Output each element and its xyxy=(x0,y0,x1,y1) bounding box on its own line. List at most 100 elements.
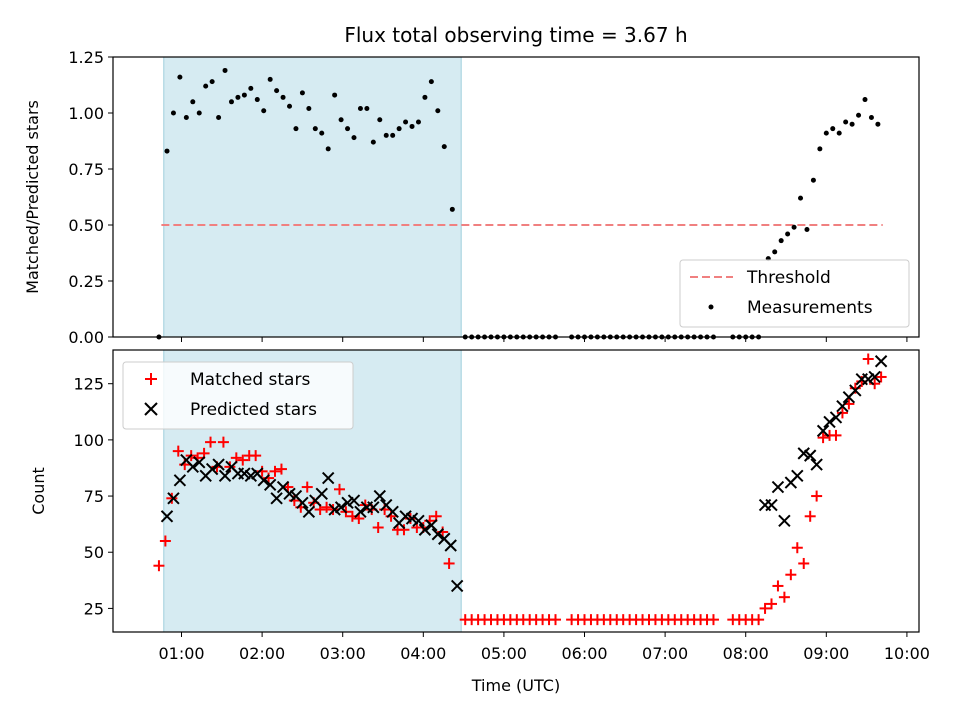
measurement-point xyxy=(306,106,312,112)
measurement-point xyxy=(403,119,409,125)
matched-star-point xyxy=(817,432,829,444)
matched-star-point xyxy=(849,382,861,394)
measurement-point xyxy=(370,139,376,145)
measurement-point xyxy=(817,146,823,152)
matched-star-point xyxy=(321,501,333,513)
predicted-star-point xyxy=(868,370,881,384)
matched-star-point xyxy=(836,407,848,419)
measurement-point xyxy=(170,110,176,116)
bottom-panel: 25 50 75 100 125 01:00 02:00 03:00 04:00 05:00 06… xyxy=(29,349,930,695)
predicted-star-point xyxy=(450,579,464,593)
x-tick-label: 07:00 xyxy=(642,644,688,663)
measurement-point xyxy=(248,85,254,91)
measurement-point xyxy=(345,126,351,132)
measurement-point xyxy=(164,148,170,154)
matched-star-point xyxy=(862,353,874,365)
measurement-point xyxy=(190,99,196,105)
predicted-star-point xyxy=(218,469,232,483)
x-tick-label: 08:00 xyxy=(723,644,769,663)
predicted-star-point xyxy=(167,492,180,505)
matched-star-point xyxy=(707,614,719,626)
predicted-star-point xyxy=(386,505,399,518)
bottom-y-tick-label: 75 xyxy=(84,487,104,506)
x-tick-label: 06:00 xyxy=(561,644,607,663)
measurement-point xyxy=(228,99,234,105)
x-tick-label: 02:00 xyxy=(239,644,285,663)
top-y-axis-label: Matched/Predicted stars xyxy=(23,100,42,294)
predicted-star-point xyxy=(431,528,445,541)
x-tick-label: 03:00 xyxy=(320,644,366,663)
x-axis-label: Time (UTC) xyxy=(471,676,560,695)
matched-star-point xyxy=(798,557,810,569)
bottom-y-tick-label: 125 xyxy=(73,375,104,394)
legend-measurements-label: Measurements xyxy=(747,298,873,318)
predicted-star-point xyxy=(315,487,328,501)
matched-star-point xyxy=(166,492,178,504)
matched-star-point xyxy=(811,490,823,502)
measurement-point xyxy=(293,126,299,132)
matched-star-point xyxy=(869,378,881,390)
measurement-point xyxy=(261,108,267,114)
measurement-point xyxy=(299,90,305,96)
predicted-star-point xyxy=(296,496,309,510)
measurement-point xyxy=(241,92,247,98)
matched-star-point xyxy=(250,450,262,462)
x-tick-label: 10:00 xyxy=(884,644,930,663)
predicted-star-point xyxy=(874,355,888,368)
bottom-legend: Matched stars Predicted stars xyxy=(122,361,354,430)
measurement-point xyxy=(319,130,325,136)
predicted-star-point xyxy=(334,501,348,514)
matched-star-point xyxy=(237,454,249,466)
bottom-plot-frame xyxy=(112,349,920,633)
top-y-tick-label: 0.00 xyxy=(68,328,104,347)
predicted-star-point xyxy=(771,480,785,494)
top-y-tick-label: 0.25 xyxy=(68,272,104,291)
matched-star-point xyxy=(804,510,816,522)
measurement-point xyxy=(196,110,202,116)
predicted-star-point xyxy=(791,469,804,483)
measurement-point xyxy=(325,146,331,152)
matched-star-point xyxy=(159,535,171,547)
matched-star-point xyxy=(275,463,287,475)
measurement-point xyxy=(235,94,241,100)
predicted-star-point xyxy=(373,489,386,503)
matched-star-point xyxy=(791,542,803,554)
measurement-point xyxy=(810,177,816,183)
measurement-point xyxy=(377,117,383,123)
matched-star-point xyxy=(205,436,217,448)
legend-matched-swatch xyxy=(145,373,157,385)
predicted-star-point xyxy=(367,501,380,514)
measurement-point xyxy=(843,119,849,125)
measurement-point xyxy=(183,114,189,120)
measurement-point xyxy=(415,119,421,125)
measurement-point xyxy=(791,224,797,230)
measurement-point xyxy=(836,130,842,136)
matched-star-point xyxy=(398,524,410,536)
measurement-point xyxy=(868,114,874,120)
matched-star-point xyxy=(327,504,339,516)
matched-star-point xyxy=(549,614,561,626)
matched-star-point xyxy=(785,569,797,581)
matched-star-point xyxy=(301,481,313,493)
measurement-point xyxy=(364,106,370,112)
measurement-point xyxy=(280,94,286,100)
measurement-point xyxy=(287,103,293,109)
measurement-point xyxy=(785,231,791,237)
measurement-point xyxy=(422,94,428,100)
measurement-point xyxy=(222,67,228,73)
predicted-star-point xyxy=(212,458,225,471)
matched-star-point xyxy=(875,371,887,383)
measurement-point xyxy=(254,97,260,103)
measurement-point xyxy=(778,238,784,244)
matched-star-point xyxy=(753,614,765,626)
measurement-point xyxy=(772,249,778,255)
predicted-star-point xyxy=(425,519,438,532)
measurement-point xyxy=(804,226,810,232)
predicted-star-point xyxy=(354,505,367,518)
measurement-point xyxy=(216,114,222,120)
matched-star-point xyxy=(443,557,455,569)
predicted-star-point xyxy=(270,492,283,505)
top-observing-window xyxy=(163,56,462,338)
predicted-star-point xyxy=(836,399,849,413)
